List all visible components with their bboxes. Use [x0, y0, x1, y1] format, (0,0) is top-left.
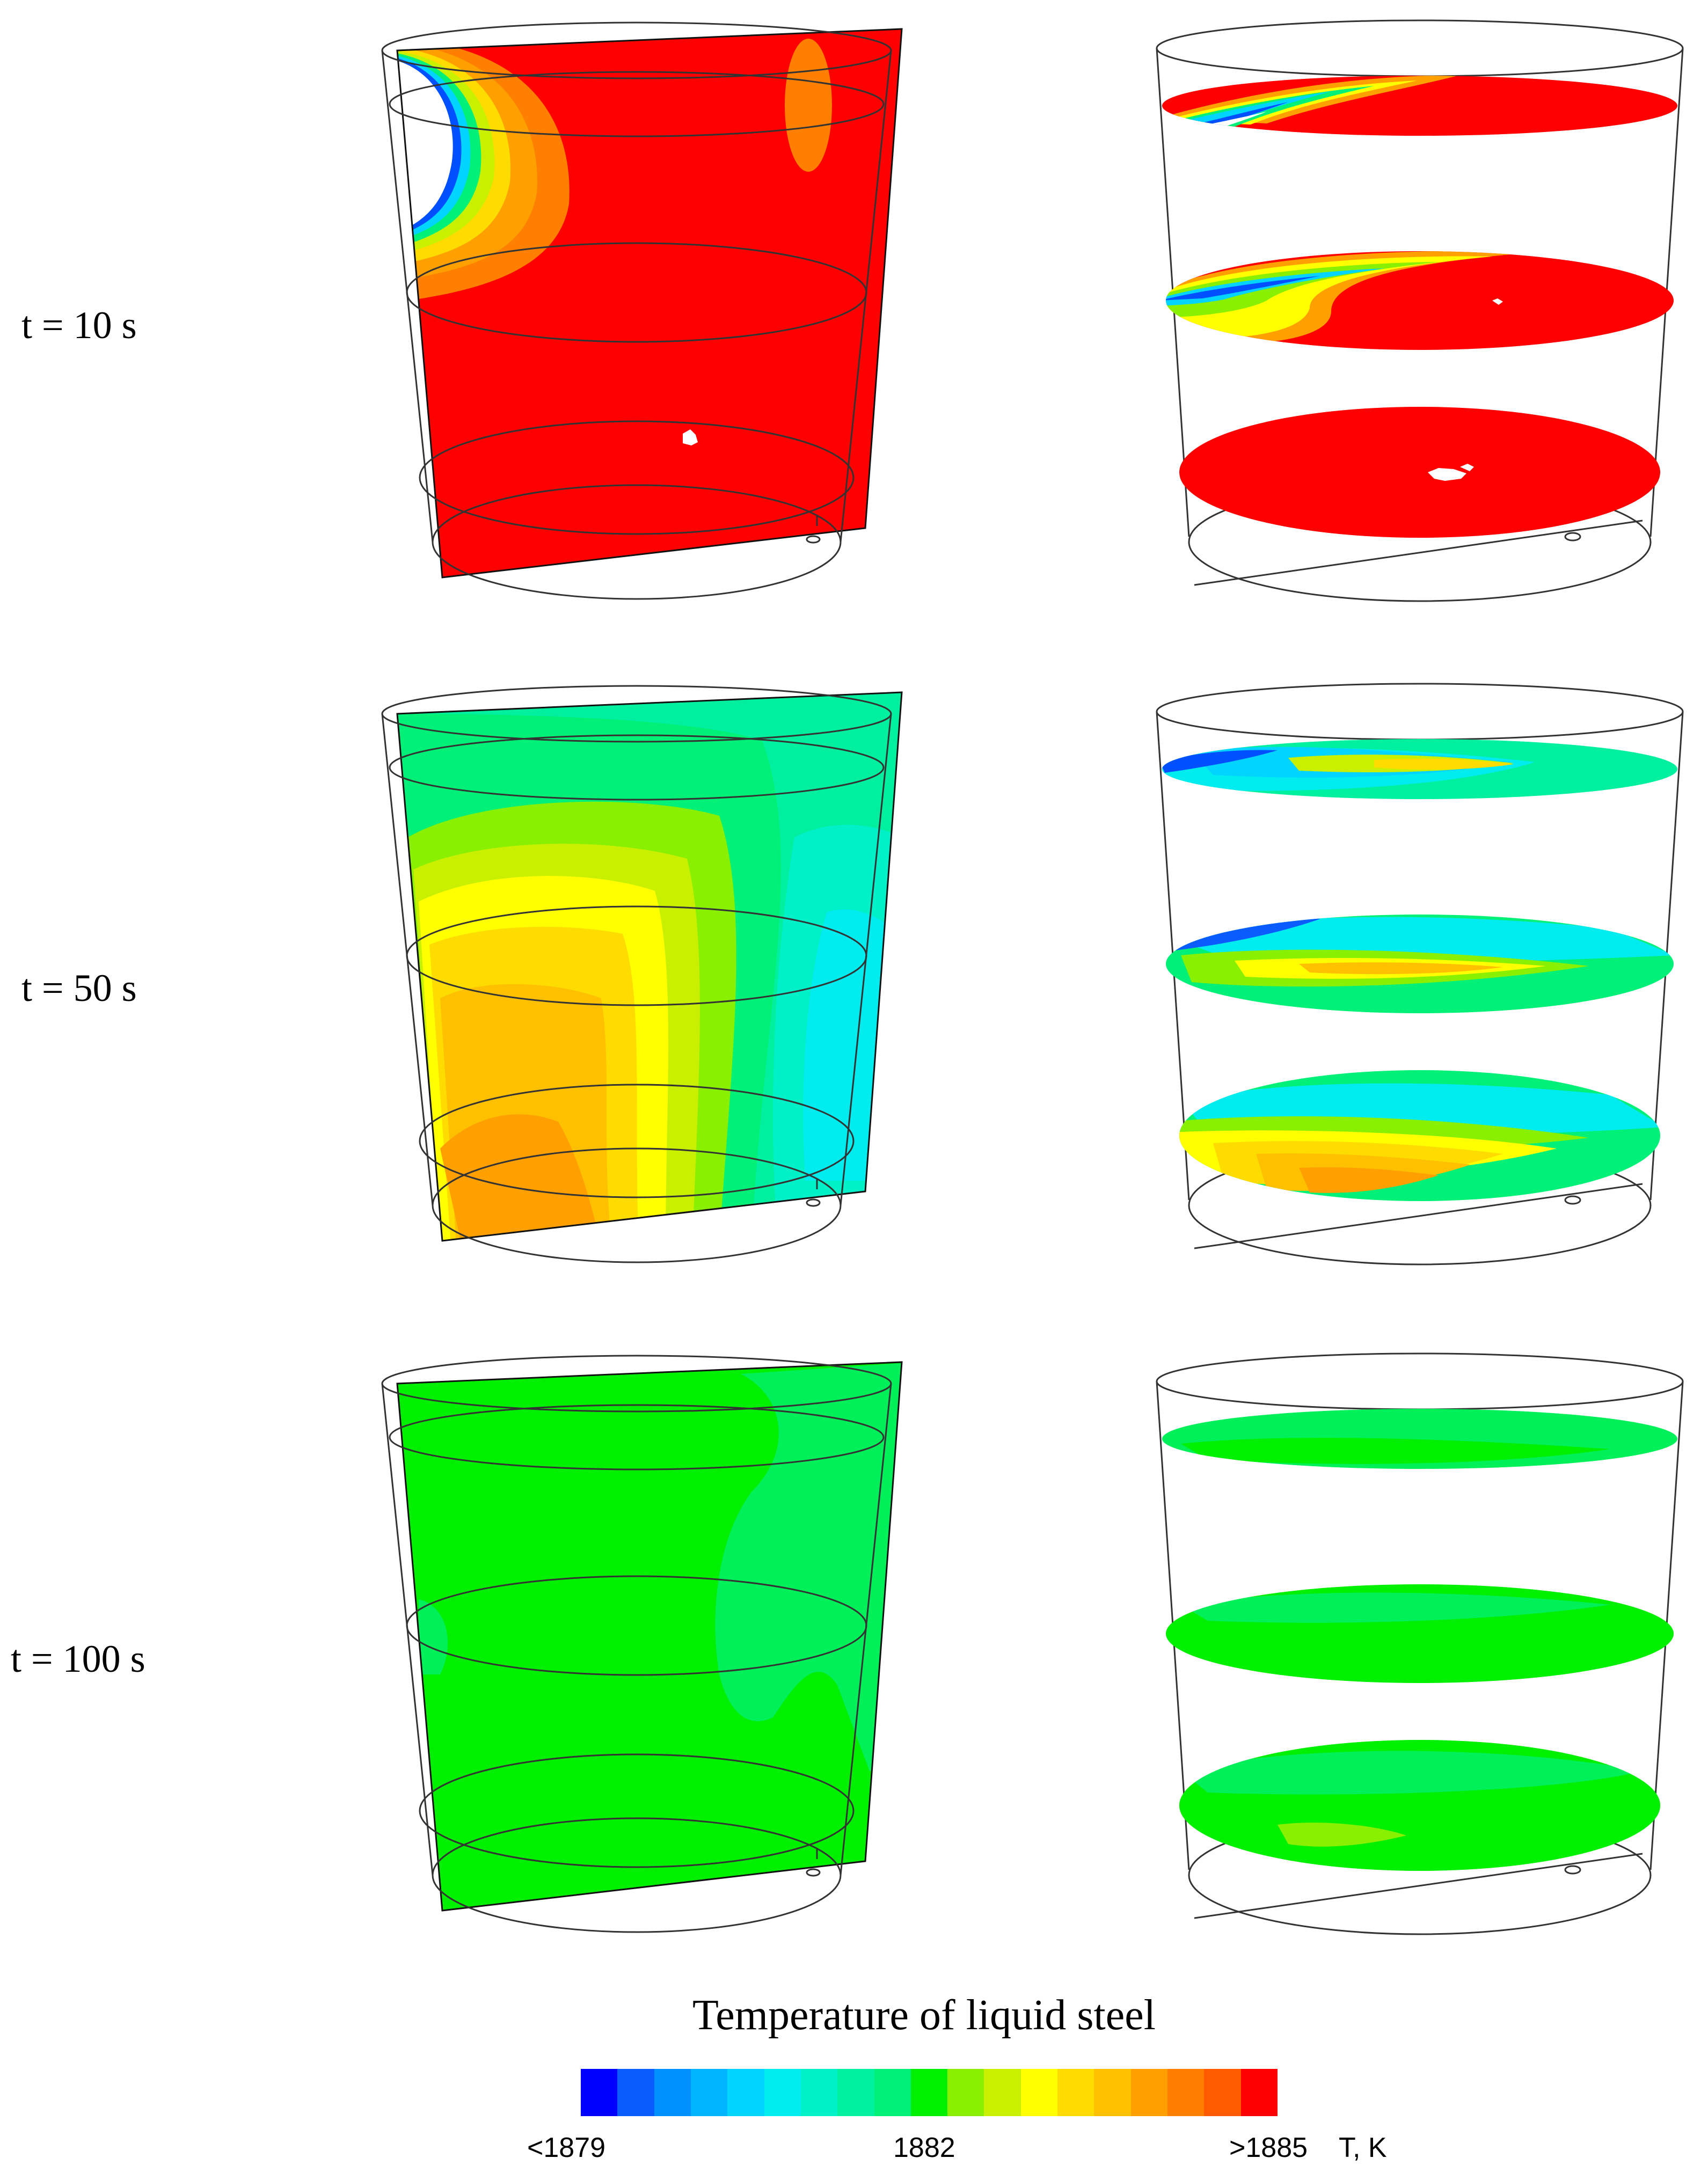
colorbar-swatch-10 — [947, 2069, 984, 2116]
row-t50 — [381, 683, 1684, 1265]
horizontal-slice-middle-t10 — [1166, 251, 1674, 350]
colorbar-swatch-2 — [654, 2069, 691, 2116]
colorbar-swatch-12 — [1020, 2069, 1058, 2116]
horizontal-slice-middle-t50 — [1166, 915, 1674, 1013]
horizontal-slice-bottom-t10 — [1179, 407, 1660, 538]
time-label-t100: t = 100 s — [11, 1637, 145, 1680]
ladle-outline-left-t50 — [381, 685, 892, 1263]
colorbar-min-label: <1879 — [527, 2132, 606, 2163]
colorbar-swatch-17 — [1204, 2069, 1241, 2116]
ladle-outline-left-t100 — [381, 1355, 892, 1933]
colorbar-unit-label: T, K — [1339, 2132, 1387, 2163]
colorbar-swatch-9 — [910, 2069, 948, 2116]
time-label-t50: t = 50 s — [21, 967, 137, 1009]
colorbar-swatch-13 — [1057, 2069, 1094, 2116]
horizontal-slice-top-t10 — [1162, 76, 1677, 136]
colorbar-swatch-4 — [727, 2069, 764, 2116]
legend-title: Temperature of liquid steel — [692, 1992, 1156, 2039]
colorbar-mid-label: 1882 — [893, 2132, 955, 2163]
time-label-t10: t = 10 s — [21, 304, 137, 347]
colorbar-swatch-16 — [1167, 2069, 1205, 2116]
colorbar-swatch-0 — [581, 2069, 618, 2116]
ladle-outline-right-t100 — [1156, 1352, 1684, 1935]
ladle-outline-left-t10 — [381, 21, 892, 600]
horizontal-slice-middle-t100 — [1166, 1584, 1674, 1683]
horizontal-slice-bottom-t100 — [1179, 1740, 1660, 1871]
horizontal-slice-top-t50 — [1162, 739, 1677, 799]
colorbar-max-label: >1885 — [1229, 2132, 1308, 2163]
colorbar-swatch-1 — [617, 2069, 654, 2116]
horizontal-slice-bottom-t50 — [1179, 1070, 1660, 1201]
ladle-vertical-section-t50 — [396, 691, 903, 1242]
row-t10 — [381, 19, 1684, 602]
colorbar-swatch-8 — [874, 2069, 911, 2116]
colorbar-swatch-7 — [837, 2069, 874, 2116]
colorbar-swatch-11 — [984, 2069, 1021, 2116]
row-t100 — [381, 1352, 1684, 1935]
colorbar-swatch-15 — [1130, 2069, 1167, 2116]
colorbar-swatch-5 — [764, 2069, 801, 2116]
colorbar-swatch-18 — [1240, 2069, 1278, 2116]
ladle-vertical-section-t10 — [396, 28, 903, 579]
ladle-vertical-section-t100 — [396, 1361, 903, 1912]
colorbar-swatch-6 — [800, 2069, 838, 2116]
colorbar-swatch-14 — [1094, 2069, 1131, 2116]
horizontal-slice-top-t100 — [1162, 1409, 1677, 1469]
colorbar-swatch-3 — [690, 2069, 728, 2116]
temperature-colorbar — [581, 2069, 1278, 2116]
